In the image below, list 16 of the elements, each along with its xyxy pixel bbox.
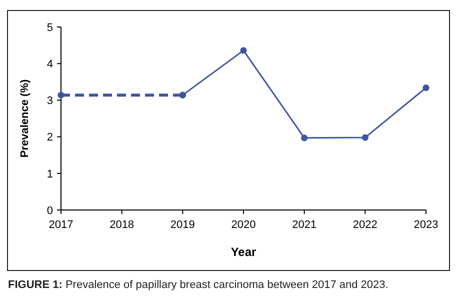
x-tick-label: 2018 [110,219,134,231]
y-tick-label: 2 [46,132,53,144]
y-tick-label: 5 [46,22,53,34]
x-tick-label: 2017 [48,219,74,231]
x-tick-label: 2022 [352,219,378,231]
y-tick-label: 4 [46,58,53,70]
y-tick-label: 0 [46,204,53,217]
x-tick-label: 2019 [170,219,195,231]
y-axis-title: Prevalence (%) [19,79,31,158]
x-tick-label: 2021 [292,219,317,231]
x-tick-label: 2020 [231,219,256,231]
x-tick-label: 2023 [414,219,438,231]
caption: FIGURE 1: Prevalence of papillary breast carcinoma between 2017 and 2023. [8,279,388,291]
y-tick-label: 3 [46,95,53,108]
y-tick-label: 1 [46,168,53,180]
x-axis-title: Year [230,245,257,259]
